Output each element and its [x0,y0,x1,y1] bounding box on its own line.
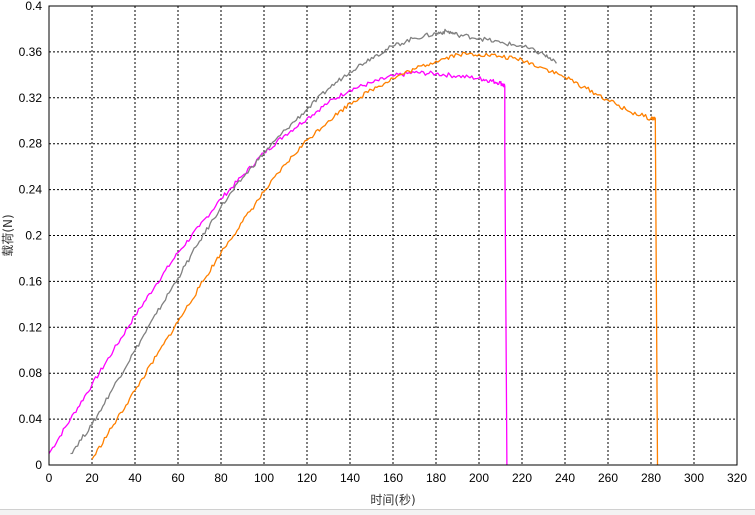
x-tick-label: 180 [426,471,446,485]
x-tick-label: 140 [340,471,360,485]
tick-labels: 0 20 40 60 80 100 120 140 160 180 200 220 240 260 280 3… [19,0,748,485]
x-tick-label: 60 [171,471,185,485]
x-tick-label: 40 [128,471,142,485]
x-tick-label: 20 [85,471,99,485]
series-layer [48,28,659,466]
x-tick-label: 280 [641,471,661,485]
x-tick-label: 80 [214,471,228,485]
window-bottom-border [0,509,755,515]
grid [49,6,737,465]
y-tick-label: 0 [35,458,42,472]
x-tick-label: 240 [555,471,575,485]
x-tick-label: 260 [598,471,618,485]
y-tick-label: 0.4 [25,0,42,13]
series-line [91,51,659,466]
series-line [70,28,557,455]
plot-frame [48,5,738,466]
y-tick-label: 0.12 [19,320,43,334]
y-tick-label: 0.2 [25,229,42,243]
series-line [48,70,508,466]
y-tick-label: 0.36 [19,45,43,59]
y-tick-label: 0.24 [19,183,43,197]
y-tick-label: 0.32 [19,91,43,105]
x-tick-label: 100 [254,471,274,485]
x-tick-label: 320 [727,471,747,485]
y-axis-label: 载荷(N) [1,214,15,256]
x-axis-label: 时间(秒) [370,493,415,507]
x-tick-label: 300 [684,471,704,485]
y-tick-label: 0.08 [19,366,43,380]
y-tick-label: 0.04 [19,412,43,426]
y-tick-label: 0.28 [19,137,43,151]
x-tick-label: 120 [297,471,317,485]
x-tick-label: 0 [46,471,53,485]
x-tick-label: 200 [469,471,489,485]
x-tick-label: 220 [512,471,532,485]
x-tick-label: 160 [383,471,403,485]
y-tick-label: 0.16 [19,274,43,288]
